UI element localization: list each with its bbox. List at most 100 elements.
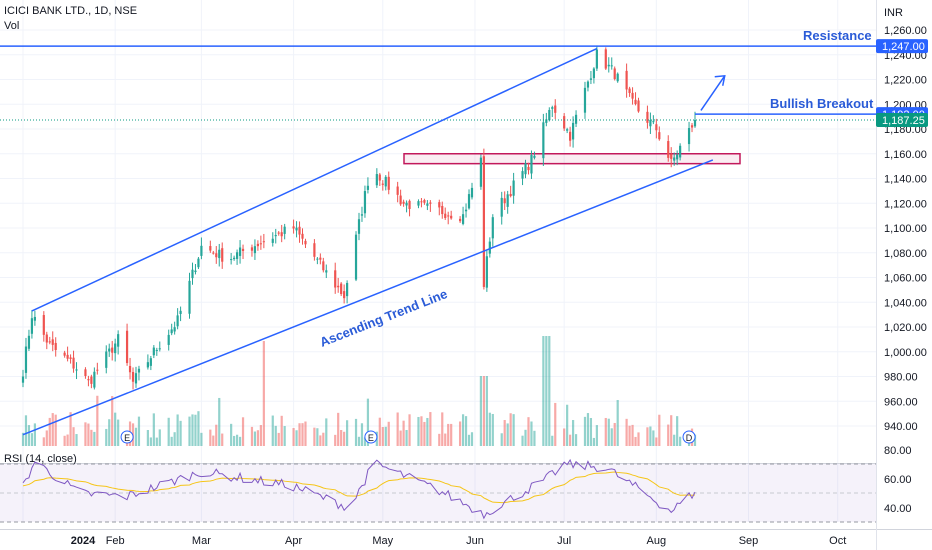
volume-bar: [54, 414, 57, 446]
volume-bar: [209, 429, 212, 446]
candle: [566, 129, 569, 131]
volume-bar: [399, 430, 402, 446]
volume-bar: [438, 433, 441, 446]
volume-bar: [218, 397, 221, 446]
volume-bar: [301, 423, 304, 446]
volume-bar: [146, 430, 149, 446]
volume-bar: [586, 413, 590, 446]
volume-bar: [625, 418, 628, 446]
candle: [500, 197, 503, 217]
candle: [48, 341, 51, 343]
candle: [283, 226, 286, 234]
x-tick-label: Aug: [647, 535, 667, 547]
volume-bar: [634, 436, 637, 446]
candle: [589, 78, 593, 80]
volume-bar: [176, 414, 179, 446]
volume-bar: [230, 423, 233, 446]
volume-bar: [191, 414, 194, 446]
candle: [322, 261, 325, 271]
candle: [271, 238, 274, 243]
candle: [298, 226, 301, 235]
volume-bar: [387, 421, 390, 446]
y-tick-label: 980.00: [884, 372, 918, 384]
y-tick-label: 1,080.00: [884, 248, 927, 260]
volume-bar: [271, 415, 274, 446]
rsi-label: RSI (14, close): [4, 453, 77, 465]
volume-bar: [250, 426, 254, 446]
volume-bar: [316, 428, 319, 446]
candle: [479, 157, 483, 187]
candle: [75, 369, 78, 371]
volume-bar: [679, 436, 682, 446]
candle: [105, 351, 108, 368]
candle: [530, 154, 533, 174]
candle: [357, 219, 361, 234]
candle: [652, 121, 655, 123]
volume-bar: [631, 424, 634, 446]
volume-bar: [253, 431, 257, 446]
candle: [33, 316, 36, 321]
x-tick-label: Oct: [829, 535, 846, 547]
candle: [125, 330, 129, 364]
x-tick-label: Jun: [466, 535, 484, 547]
candle: [304, 240, 307, 245]
rsi-line: [22, 458, 696, 520]
y-tick-label: 1,140.00: [884, 174, 927, 186]
candle: [215, 253, 218, 258]
volume-bar: [551, 435, 554, 446]
candle: [521, 171, 524, 179]
candle: [200, 245, 203, 256]
candle: [506, 194, 509, 207]
volume-bar: [366, 398, 370, 446]
candle: [250, 247, 254, 251]
candle: [667, 141, 670, 158]
rsi-tick-label: 60.00: [884, 474, 912, 486]
candle: [503, 198, 506, 204]
candle: [402, 201, 405, 204]
volume-bar: [482, 376, 485, 446]
candle: [173, 327, 176, 332]
volume-bar: [69, 412, 72, 446]
volume-bar: [105, 428, 108, 446]
volume-bar: [402, 420, 405, 446]
symbol-title: ICICI BANK LTD., 1D, NSE: [4, 5, 138, 17]
candle: [194, 270, 197, 273]
candle: [420, 201, 423, 203]
x-tick-label: 2024: [71, 535, 96, 547]
volume-bar: [426, 417, 429, 446]
earnings-marker: [120, 430, 134, 444]
breakout-arrow: [700, 75, 726, 111]
candle: [63, 352, 66, 356]
volume-bar: [313, 427, 316, 446]
volume-bar: [340, 429, 343, 446]
volume-bar: [589, 418, 593, 446]
y-tick-label: 1,160.00: [884, 149, 927, 161]
volume-bar: [262, 341, 265, 446]
volume-bar: [464, 416, 468, 446]
candle: [51, 339, 54, 345]
volume-bar: [90, 429, 93, 446]
candle: [631, 92, 634, 99]
y-tick-label: 1,260.00: [884, 25, 927, 37]
volume-bar: [346, 420, 349, 446]
candle: [256, 243, 260, 247]
candle: [340, 283, 343, 295]
volume-bar: [566, 404, 569, 446]
volume-bar: [87, 423, 90, 446]
candle: [548, 109, 551, 121]
volume-bar: [33, 423, 36, 446]
volume-bar: [30, 433, 34, 446]
candle: [595, 49, 598, 69]
candle: [363, 191, 367, 214]
volume-bar: [658, 414, 661, 446]
volume-bar: [334, 434, 337, 446]
volume-bar: [637, 432, 640, 446]
volume-bar: [676, 416, 679, 446]
candle: [259, 243, 262, 245]
breakout-arrowhead: [714, 74, 726, 86]
candle: [679, 145, 682, 158]
demand-zone-box: [403, 153, 741, 165]
candlesticks: [21, 45, 697, 390]
candle: [625, 70, 628, 90]
